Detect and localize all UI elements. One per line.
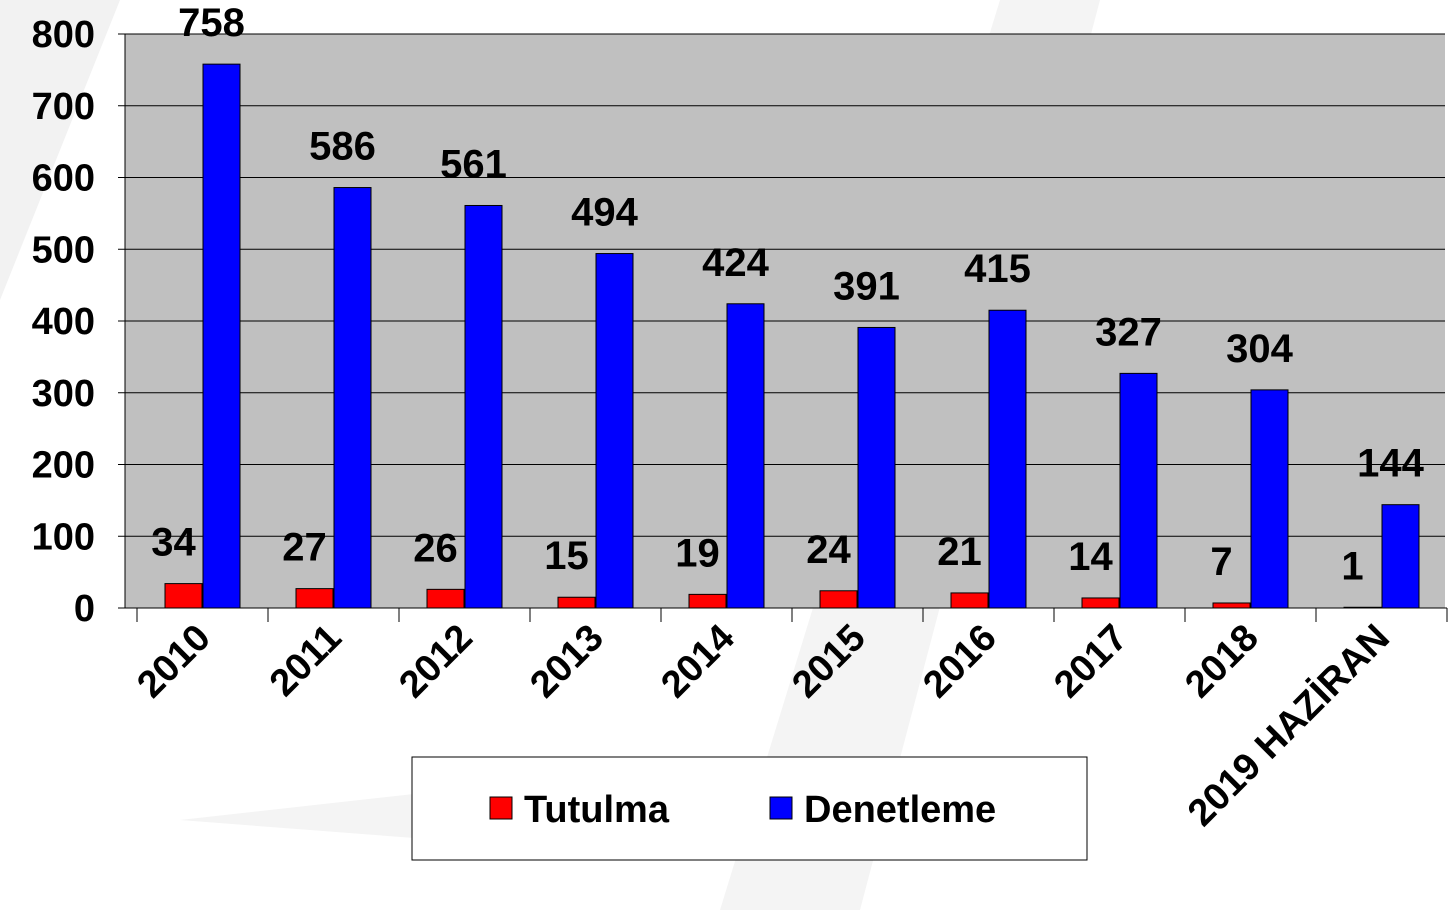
watermark <box>0 0 120 300</box>
data-label: 21 <box>937 530 982 574</box>
data-label: 415 <box>964 247 1031 291</box>
bar <box>688 593 727 609</box>
y-tick-label: 500 <box>32 229 95 271</box>
data-label: 24 <box>806 528 851 572</box>
legend-marker <box>489 796 513 820</box>
legend-marker <box>769 796 793 820</box>
bar <box>950 592 989 609</box>
x-tick-label: 2011 <box>262 617 350 705</box>
legend-label: Denetleme <box>804 789 996 831</box>
bar <box>1250 389 1289 609</box>
bar <box>1381 504 1420 609</box>
bar <box>1343 606 1382 609</box>
bar <box>988 309 1027 609</box>
x-tick-label: 2012 <box>391 617 480 706</box>
x-tick-label: 2014 <box>653 617 742 706</box>
data-label: 34 <box>151 521 196 565</box>
data-label: 144 <box>1357 442 1424 486</box>
data-label: 26 <box>413 526 458 570</box>
bar <box>1081 597 1120 609</box>
bar <box>1212 602 1251 609</box>
data-label: 7 <box>1210 540 1232 584</box>
data-label: 14 <box>1068 535 1113 579</box>
data-label: 391 <box>833 264 900 308</box>
bar <box>726 303 765 609</box>
bar <box>819 590 858 609</box>
x-tick-label: 2013 <box>522 617 611 706</box>
y-tick-label: 200 <box>32 445 95 487</box>
data-label: 494 <box>571 191 638 235</box>
bar <box>295 588 334 609</box>
x-tick-label: 2017 <box>1046 617 1135 706</box>
bar <box>557 596 596 609</box>
y-tick-label: 100 <box>32 516 95 558</box>
legend-box <box>411 756 1088 861</box>
y-tick-label: 300 <box>32 373 95 415</box>
bar <box>464 204 503 609</box>
legend-label: Tutulma <box>524 789 670 831</box>
data-label: 424 <box>702 241 769 285</box>
legend: Tutulma Denetleme <box>411 756 1088 861</box>
data-label: 27 <box>282 526 327 570</box>
y-tick-label: 600 <box>32 158 95 200</box>
data-label: 327 <box>1095 310 1162 354</box>
y-tick-label: 400 <box>32 301 95 343</box>
data-label: 15 <box>544 534 589 578</box>
bar <box>164 583 203 609</box>
data-label: 1 <box>1341 544 1363 588</box>
bar <box>1119 372 1158 609</box>
data-label: 19 <box>675 531 720 575</box>
data-label: 758 <box>178 1 245 45</box>
data-label: 304 <box>1226 327 1293 371</box>
y-tick-label: 700 <box>32 86 95 128</box>
bar <box>333 187 372 609</box>
bar <box>857 326 896 609</box>
x-tick-label: 2010 <box>129 617 218 706</box>
bar <box>426 588 465 609</box>
data-label: 561 <box>440 142 507 186</box>
x-tick-label: 2018 <box>1177 617 1266 706</box>
bar <box>595 253 634 609</box>
y-tick-label: 800 <box>32 14 95 56</box>
y-tick-label: 0 <box>74 588 95 630</box>
data-label: 586 <box>309 125 376 169</box>
bar <box>202 63 241 609</box>
